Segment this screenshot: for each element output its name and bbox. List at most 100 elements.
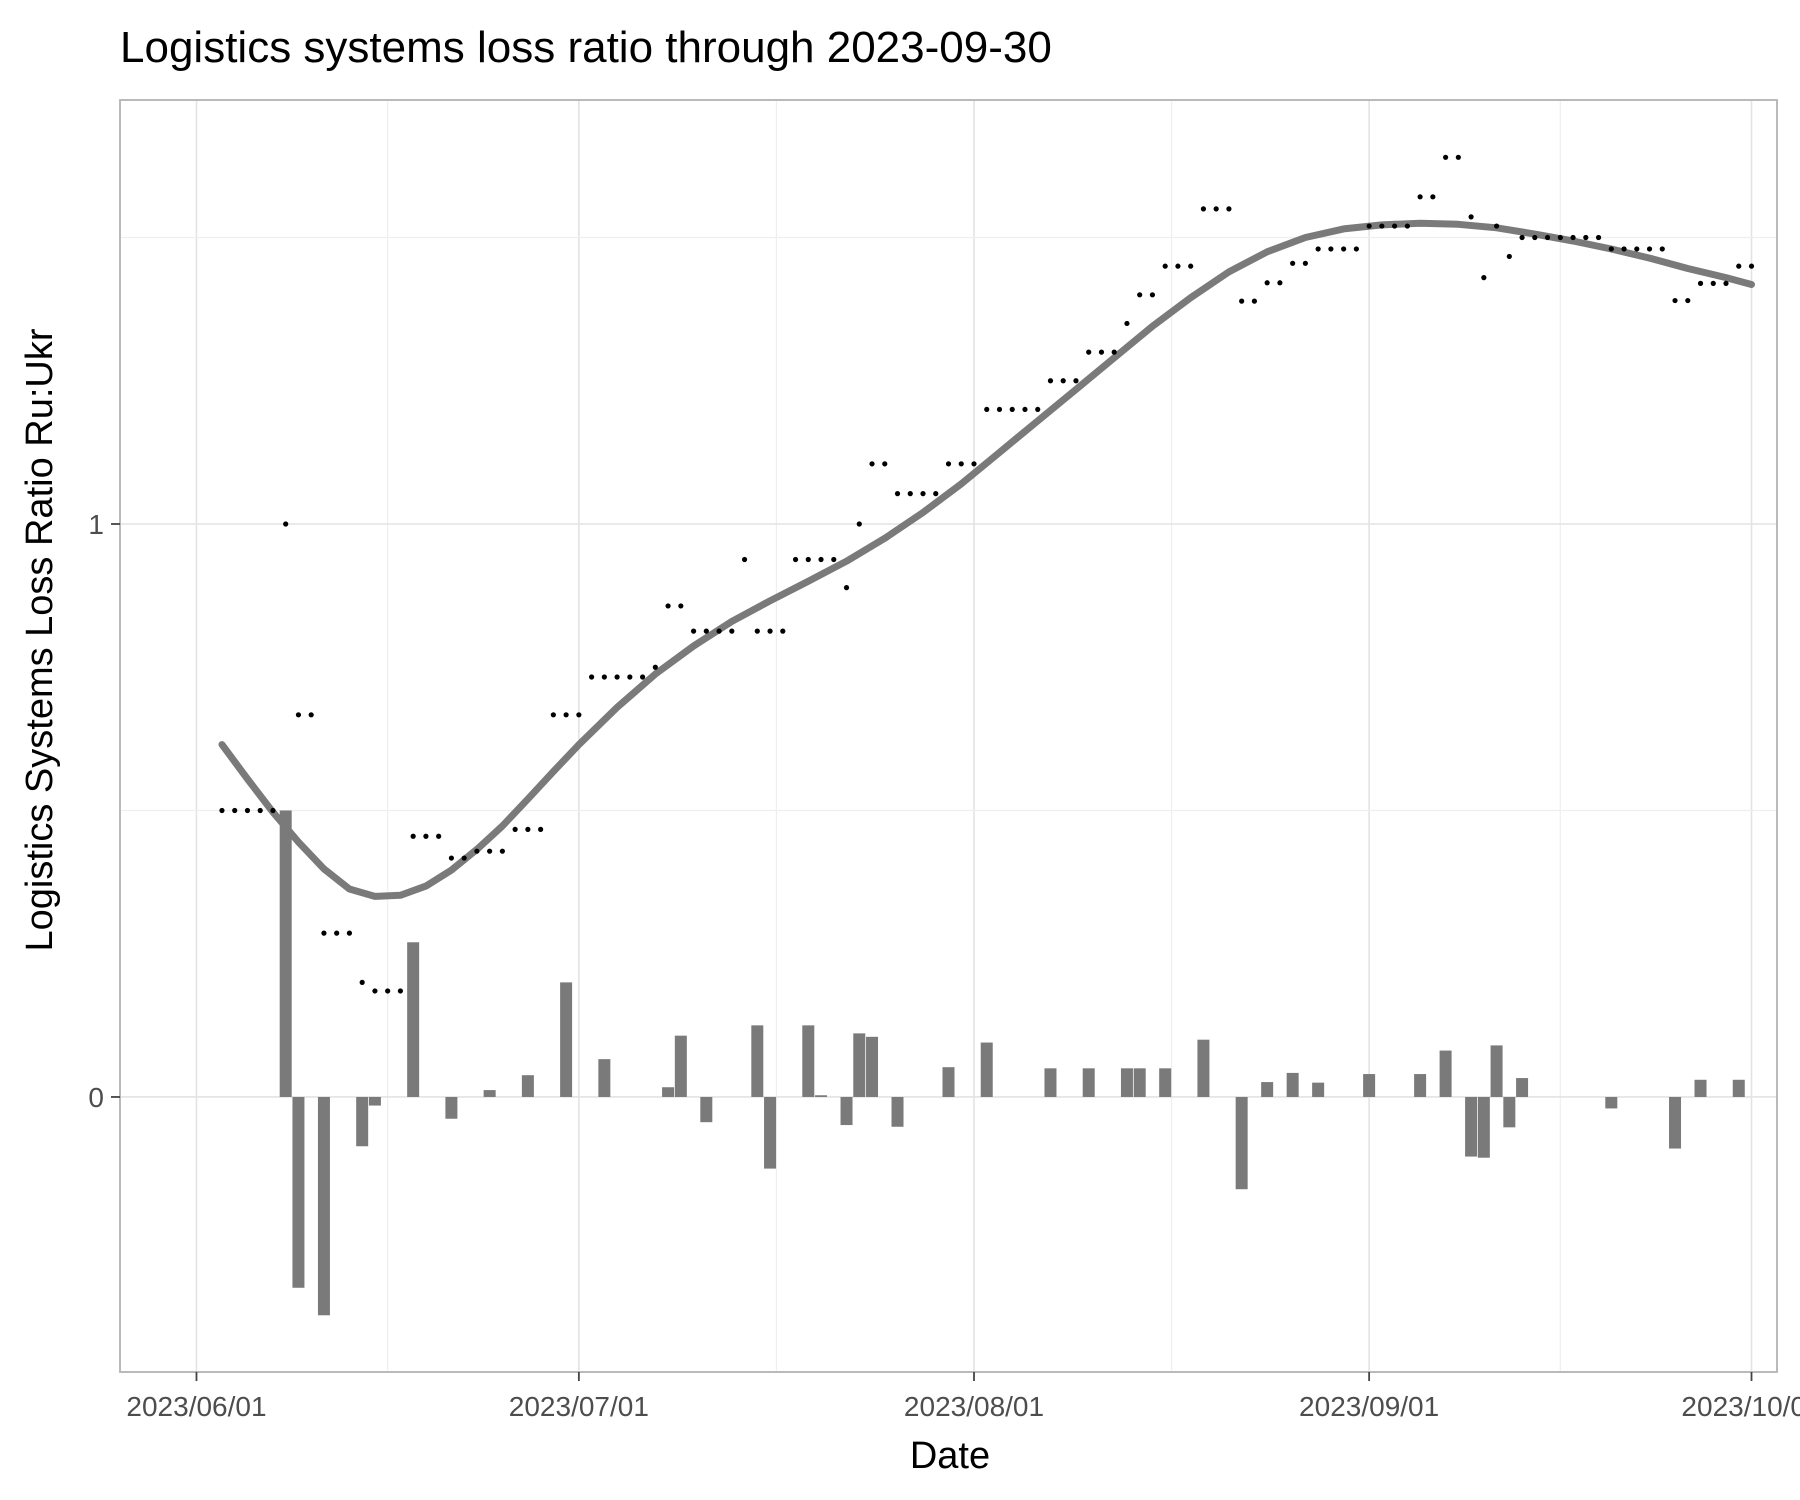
change-bar xyxy=(891,1096,904,1127)
ratio-point xyxy=(359,979,365,985)
ratio-point xyxy=(1608,246,1614,252)
ratio-point xyxy=(1404,223,1410,229)
ratio-point xyxy=(690,628,697,634)
change-bar xyxy=(751,1025,764,1097)
ratio-point xyxy=(538,826,544,832)
ratio-point xyxy=(1493,223,1500,229)
ratio-point xyxy=(1685,297,1691,304)
change-bar xyxy=(1363,1074,1376,1097)
ratio-point xyxy=(372,988,378,994)
change-bar xyxy=(317,1096,330,1316)
ratio-point xyxy=(1277,280,1283,286)
ratio-point xyxy=(741,556,748,563)
ratio-point xyxy=(499,848,505,854)
ratio-point xyxy=(257,807,263,814)
change-bar xyxy=(674,1035,687,1097)
ratio-point xyxy=(1532,234,1538,241)
ratio-point xyxy=(1035,406,1041,413)
ratio-point xyxy=(1213,206,1219,212)
ratio-point xyxy=(971,461,977,467)
y-tick-label: 0 xyxy=(88,1082,104,1113)
x-axis: 2023/06/01 2023/07/01 2023/08/01 2023/09/01… xyxy=(126,1372,1800,1422)
ratio-point xyxy=(1697,280,1704,286)
change-bar xyxy=(840,1096,853,1126)
ratio-point xyxy=(792,556,799,563)
change-bar xyxy=(598,1059,611,1097)
ratio-point xyxy=(703,628,709,634)
ratio-point xyxy=(1621,246,1627,252)
ratio-point xyxy=(1595,234,1602,241)
ratio-point xyxy=(780,628,786,634)
change-bar xyxy=(1261,1082,1274,1097)
ratio-point xyxy=(423,833,429,839)
ratio-point xyxy=(487,848,493,854)
x-tick-label: 2023/06/01 xyxy=(126,1391,266,1422)
ratio-point xyxy=(550,712,556,718)
change-bar xyxy=(1312,1082,1325,1097)
ratio-point xyxy=(334,930,340,936)
ratio-point xyxy=(933,491,939,497)
change-bar xyxy=(1133,1068,1146,1097)
ratio-point xyxy=(639,674,646,680)
ratio-point xyxy=(907,491,913,497)
change-bar xyxy=(802,1025,815,1097)
change-bar xyxy=(1605,1096,1618,1109)
ratio-point xyxy=(1430,194,1436,200)
ratio-point xyxy=(1379,223,1385,229)
ratio-point xyxy=(1519,234,1525,241)
ratio-point xyxy=(767,628,773,634)
ratio-point xyxy=(1111,349,1117,355)
change-bar xyxy=(1439,1050,1452,1097)
change-bar xyxy=(853,1033,866,1097)
ratio-point xyxy=(1188,263,1194,269)
ratio-point xyxy=(1468,214,1474,220)
y-axis-title: Logistics Systems Loss Ratio Ru:Ukr xyxy=(19,328,61,951)
change-bar xyxy=(483,1090,496,1097)
ratio-point xyxy=(1290,260,1296,266)
ratio-point xyxy=(1200,206,1207,212)
x-tick-label: 2023/08/01 xyxy=(904,1391,1044,1422)
ratio-point xyxy=(1022,406,1028,413)
ratio-point xyxy=(665,603,671,609)
ratio-point xyxy=(1060,378,1066,384)
ratio-point xyxy=(1137,292,1143,298)
ratio-point xyxy=(436,833,442,839)
change-bar xyxy=(1082,1068,1095,1097)
ratio-point xyxy=(1264,280,1270,286)
ratio-points xyxy=(219,154,1755,994)
ratio-point xyxy=(805,556,811,563)
ratio-point xyxy=(1723,280,1729,286)
change-bar xyxy=(942,1067,955,1097)
change-bars xyxy=(279,810,1745,1316)
ratio-point xyxy=(321,930,327,936)
change-bar xyxy=(1197,1039,1210,1097)
change-bar xyxy=(1414,1074,1427,1097)
ratio-point xyxy=(1557,234,1563,241)
ratio-point xyxy=(958,461,964,467)
change-bar xyxy=(407,942,420,1097)
ratio-point xyxy=(1672,297,1678,304)
ratio-point xyxy=(1047,378,1054,384)
ratio-point xyxy=(1251,298,1258,304)
y-axis: 01 xyxy=(88,509,120,1113)
change-bar xyxy=(279,810,292,1097)
change-bar xyxy=(1516,1078,1529,1097)
ratio-point xyxy=(1710,280,1716,286)
change-bar xyxy=(764,1096,777,1169)
plot-panel xyxy=(119,99,1778,1373)
ratio-point xyxy=(1583,234,1589,241)
ratio-point xyxy=(601,674,607,680)
ratio-point xyxy=(1353,246,1359,252)
x-axis-title: Date xyxy=(910,1435,990,1477)
ratio-point xyxy=(283,521,289,527)
ratio-point xyxy=(295,712,302,718)
ratio-point xyxy=(563,712,569,718)
ratio-point xyxy=(1506,253,1512,260)
ratio-point xyxy=(856,521,862,527)
change-bar xyxy=(1235,1096,1248,1190)
ratio-point xyxy=(945,461,952,467)
chart-title: Logistics systems loss ratio through 202… xyxy=(120,23,1052,72)
ratio-point xyxy=(1328,246,1334,252)
change-bar xyxy=(1465,1096,1478,1157)
